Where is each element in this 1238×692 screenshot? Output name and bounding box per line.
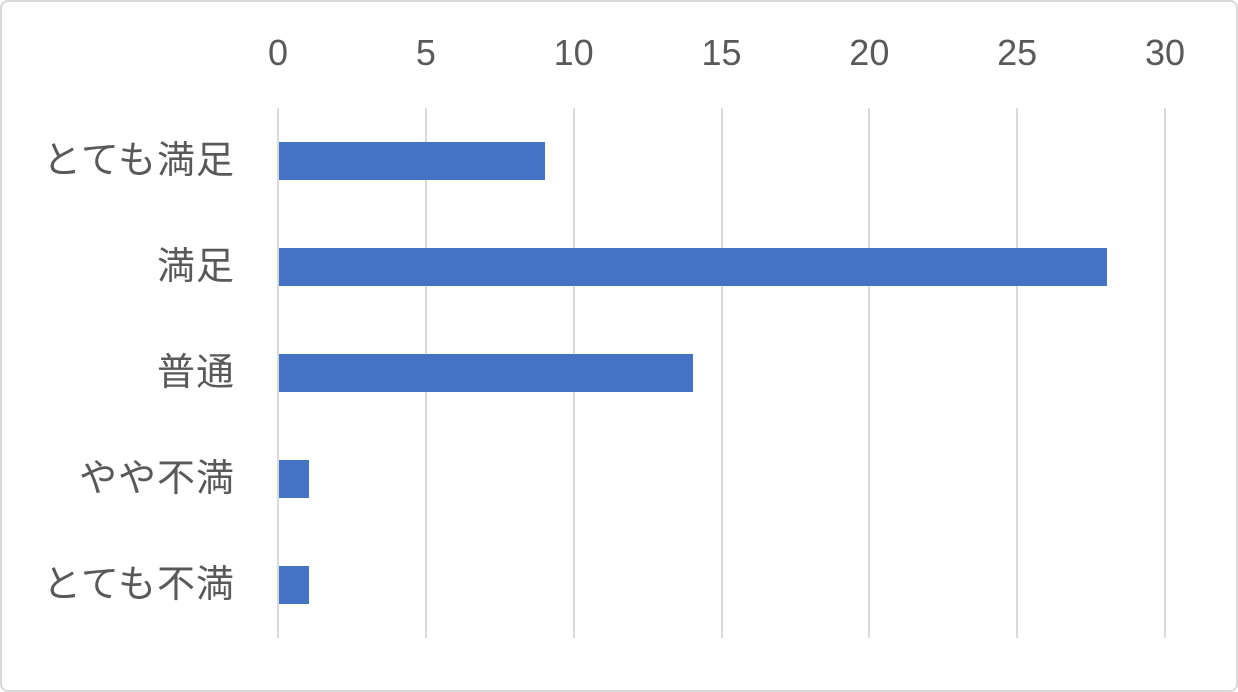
gridline-x-20 — [868, 108, 871, 638]
bar-1 — [279, 248, 1107, 286]
x-axis-tick-label: 5 — [415, 32, 436, 73]
x-axis-tick-label: 10 — [553, 32, 594, 73]
bar-4 — [279, 566, 309, 604]
category-label-1: 満足 — [156, 246, 235, 288]
x-axis-tick-label: 30 — [1144, 32, 1186, 73]
x-axis-tick-label: 25 — [997, 32, 1038, 73]
category-label-0: とても満足 — [43, 140, 235, 182]
bar-2 — [279, 354, 693, 392]
bar-3 — [279, 460, 309, 498]
category-label-4: とても不満 — [43, 564, 235, 606]
bar-0 — [279, 142, 546, 180]
gridline-x-30 — [1164, 108, 1166, 638]
x-axis-tick-label: 20 — [849, 32, 890, 73]
x-axis-tick-label: 15 — [701, 32, 742, 73]
gridline-x-25 — [1016, 108, 1019, 638]
gridline-x-0 — [277, 108, 279, 638]
category-label-3: やや不満 — [78, 458, 235, 500]
category-label-2: 普通 — [156, 352, 235, 394]
x-axis-tick-label: 0 — [267, 32, 289, 73]
gridline-x-15 — [720, 108, 723, 638]
